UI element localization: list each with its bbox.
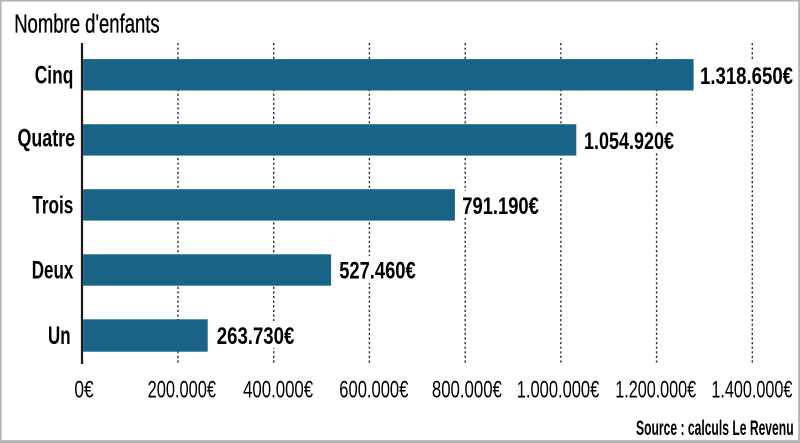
svg-text:Trois: Trois: [32, 192, 73, 220]
svg-text:800.000€: 800.000€: [432, 376, 502, 403]
svg-text:0€: 0€: [74, 376, 94, 403]
svg-text:1.318.650€: 1.318.650€: [700, 63, 793, 90]
svg-text:Quatre: Quatre: [18, 124, 76, 152]
svg-text:Nombre d'enfants: Nombre d'enfants: [14, 10, 160, 38]
svg-text:263.730€: 263.730€: [217, 323, 294, 350]
svg-text:Un: Un: [48, 322, 71, 350]
svg-text:1.200.000€: 1.200.000€: [615, 376, 696, 403]
svg-text:527.460€: 527.460€: [339, 257, 416, 284]
svg-text:Cinq: Cinq: [35, 62, 74, 90]
svg-text:791.190€: 791.190€: [462, 193, 539, 220]
svg-text:Deux: Deux: [32, 257, 74, 285]
svg-text:1.000.000€: 1.000.000€: [517, 376, 600, 403]
svg-text:600.000€: 600.000€: [339, 376, 408, 403]
svg-text:1.054.920€: 1.054.920€: [584, 128, 674, 155]
svg-text:1.400.000€: 1.400.000€: [711, 376, 792, 403]
svg-text:400.000€: 400.000€: [243, 376, 313, 403]
svg-text:200.000€: 200.000€: [148, 376, 217, 403]
svg-text:Source : calculs Le Revenu: Source : calculs Le Revenu: [636, 417, 794, 440]
